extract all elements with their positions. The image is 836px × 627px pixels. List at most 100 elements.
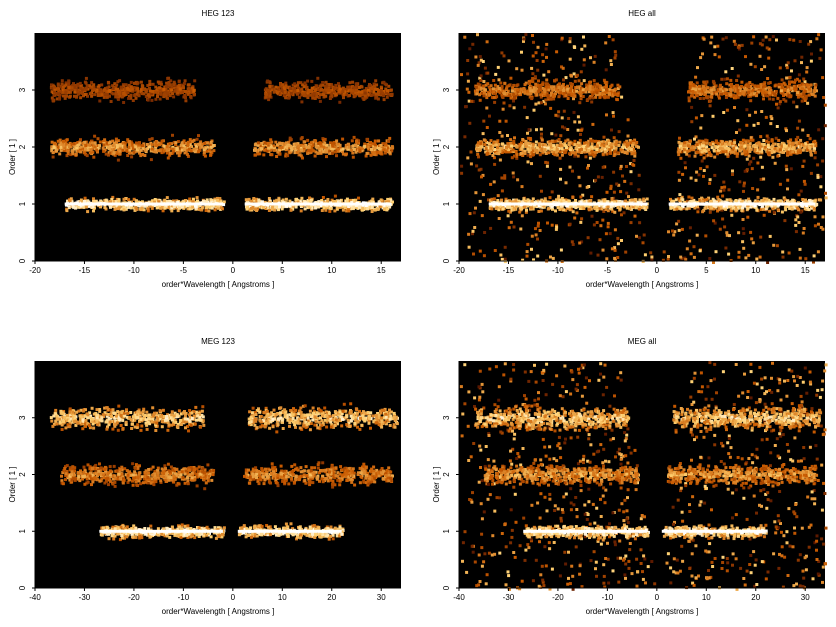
- band-cell-order-3: [98, 88, 102, 92]
- band-cell-order-2: [577, 150, 581, 154]
- band-cell-order-2: [586, 148, 590, 152]
- band-cell-order-2: [390, 149, 394, 153]
- background-cell: [711, 114, 715, 118]
- band-cell-order-1: [180, 204, 184, 208]
- band-cell-order-3: [364, 87, 368, 90]
- background-cell: [813, 224, 817, 228]
- band-cell-order-2: [263, 141, 267, 145]
- band-cell-order-1: [556, 206, 560, 209]
- background-cell: [771, 155, 775, 159]
- band-cell-order-1: [551, 207, 554, 211]
- background-cell: [756, 195, 760, 199]
- band-cell-order-3: [166, 91, 170, 95]
- band-cell-order-2: [101, 146, 105, 150]
- background-cell: [610, 247, 614, 251]
- band-cell-order-3: [370, 87, 374, 91]
- background-cell: [824, 196, 828, 200]
- band-cell-order-2: [364, 154, 368, 158]
- background-cell: [699, 167, 703, 171]
- background-cell: [770, 149, 774, 153]
- band-cell-order-2: [136, 143, 140, 147]
- background-cell: [705, 154, 709, 158]
- band-cell-order-2: [190, 140, 194, 143]
- background-cell: [775, 38, 778, 42]
- band-cell-order-1: [388, 205, 392, 209]
- x-tick-label: -15: [79, 266, 91, 275]
- band-cell-order-1: [597, 199, 601, 203]
- background-cell: [821, 76, 825, 80]
- band-cell-order-1: [736, 206, 740, 210]
- band-cell-order-2: [76, 141, 80, 144]
- band-cell-order-1: [154, 198, 158, 202]
- band-cell-order-1: [257, 198, 261, 202]
- band-cell-order-1: [251, 205, 255, 209]
- background-cell: [629, 162, 633, 166]
- band-cell-order-2: [121, 146, 125, 150]
- band-cell-order-3: [64, 81, 68, 85]
- band-cell-order-1: [110, 197, 114, 201]
- band-cell-order-2: [158, 143, 161, 147]
- band-cell-order-2: [85, 154, 89, 158]
- background-cell: [752, 156, 756, 160]
- background-cell: [742, 189, 745, 193]
- background-cell: [502, 101, 506, 105]
- band-cell-order-2: [500, 151, 504, 154]
- band-cell-order-3: [76, 92, 80, 96]
- band-cell-order-2: [631, 139, 635, 143]
- background-cell: [589, 251, 593, 255]
- band-cell-order-1: [303, 207, 307, 211]
- background-cell: [727, 252, 731, 256]
- band-cell-order-3: [313, 89, 317, 92]
- background-cell: [797, 221, 801, 224]
- band-cell-order-3: [270, 88, 274, 92]
- band-cell-order-3: [300, 100, 304, 104]
- background-cell: [473, 226, 477, 229]
- band-cell-order-2: [379, 149, 383, 153]
- band-cell-order-3: [306, 79, 310, 83]
- background-cell: [577, 175, 581, 179]
- band-cell-order-2: [50, 140, 54, 144]
- band-cell-order-1: [322, 206, 326, 210]
- band-cell-order-2: [383, 151, 387, 155]
- band-cell-order-3: [289, 87, 293, 91]
- band-cell-order-2: [341, 137, 345, 141]
- band-cell-order-1: [320, 209, 324, 212]
- background-cell: [500, 51, 504, 55]
- band-cell-order-1: [356, 206, 360, 210]
- band-cell-order-2: [355, 139, 358, 143]
- band-cell-order-2: [145, 143, 149, 146]
- background-cell: [506, 214, 510, 218]
- background-cell: [506, 134, 509, 137]
- band-cell-order-1: [756, 199, 759, 203]
- band-cell-order-2: [529, 152, 533, 156]
- band-cell-order-2: [65, 143, 69, 147]
- band-cell-order-3: [377, 89, 380, 93]
- background-cell: [637, 236, 641, 240]
- background-cell: [554, 133, 558, 137]
- band-cell-order-3: [287, 93, 291, 97]
- background-cell: [580, 240, 584, 244]
- background-cell: [629, 170, 633, 174]
- band-cell-order-2: [179, 144, 183, 148]
- band-cell-order-1: [129, 206, 133, 210]
- background-cell: [723, 77, 727, 81]
- band-cell-order-3: [350, 90, 354, 94]
- background-cell: [568, 37, 572, 40]
- band-cell-order-2: [366, 145, 370, 149]
- band-cell-order-3: [363, 91, 367, 95]
- band-cell-order-2: [135, 141, 138, 145]
- band-cell-order-2: [91, 143, 95, 147]
- band-cell-order-2: [132, 150, 136, 154]
- background-cell: [558, 156, 562, 160]
- band-cell-order-3: [184, 99, 188, 103]
- band-cell-order-3: [58, 90, 62, 93]
- band-cell-order-1: [257, 200, 261, 204]
- band-cell-order-1: [488, 207, 492, 210]
- band-cell-order-2: [294, 149, 298, 153]
- band-cell-order-2: [209, 140, 213, 144]
- band-cell-order-2: [520, 141, 523, 145]
- background-cell: [633, 214, 637, 218]
- band-cell-order-3: [188, 91, 192, 95]
- band-cell-order-3: [64, 83, 68, 87]
- band-cell-order-2: [262, 148, 266, 152]
